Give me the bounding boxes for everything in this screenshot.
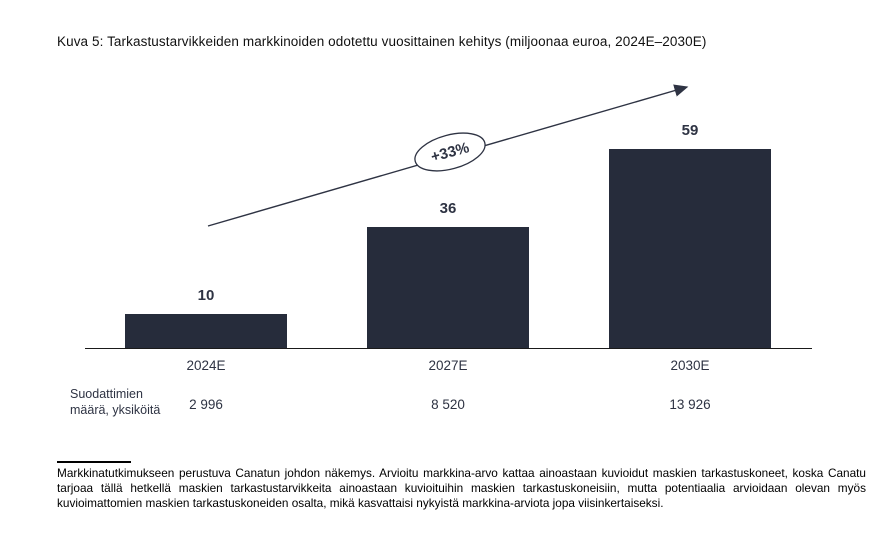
growth-badge-ellipse [414,132,486,172]
secondary-row-label-line1: Suodattimien [70,387,143,401]
footnote-rule [57,461,131,463]
secondary-row-label-line2: määrä, yksiköitä [70,403,161,417]
x-axis-line [85,348,812,349]
bar-2024E [125,314,287,348]
x-axis-tick-label: 2027E [428,358,468,373]
secondary-row-label: Suodattimien määrä, yksiköitä [70,386,160,418]
growth-badge-label: +33% [429,139,471,165]
bar-value-label: 59 [681,122,699,139]
filter-count-value: 8 520 [431,397,465,412]
bar-value-label: 36 [439,200,457,217]
bar-2030E [609,149,771,348]
chart-title: Kuva 5: Tarkastustarvikkeiden markkinoid… [57,34,707,49]
x-axis-tick-label: 2030E [670,358,710,373]
bar-2027E [367,227,529,348]
x-axis-tick-label: 2024E [186,358,226,373]
footnote-text: Markkinatutkimukseen perustuva Canatun j… [57,466,866,510]
filter-count-value: 13 926 [669,397,711,412]
filter-count-value: 2 996 [189,397,223,412]
bar-value-label: 10 [197,287,215,304]
